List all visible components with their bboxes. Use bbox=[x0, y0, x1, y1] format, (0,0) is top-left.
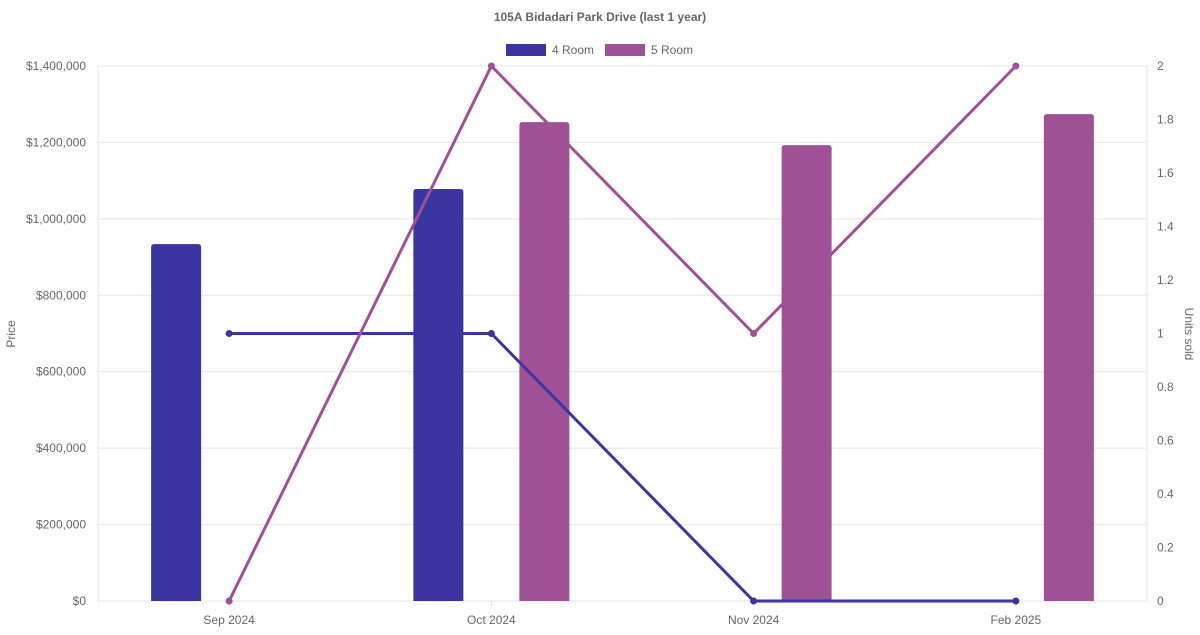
point-5-room bbox=[750, 330, 758, 337]
y-tick-label: $800,000 bbox=[36, 288, 86, 302]
chart-title: 105A Bidadari Park Drive (last 1 year) bbox=[494, 10, 706, 24]
x-tick-label: Feb 2025 bbox=[991, 613, 1042, 627]
y-axis-label: Price bbox=[4, 320, 18, 348]
line-4-room bbox=[229, 332, 1016, 603]
y2-tick-label: 0.2 bbox=[1157, 541, 1174, 555]
point-5-room bbox=[225, 597, 233, 605]
point-5-room bbox=[487, 62, 495, 70]
y2-tick-label: 0.6 bbox=[1157, 434, 1174, 448]
legend-swatch bbox=[506, 44, 546, 56]
y-tick-label: $1,400,000 bbox=[26, 59, 86, 73]
x-tick-label: Nov 2024 bbox=[728, 613, 780, 627]
y2-tick-label: 0.8 bbox=[1157, 380, 1174, 394]
point-4-room bbox=[487, 330, 495, 337]
x-tick-label: Sep 2024 bbox=[203, 613, 255, 627]
y-tick-label: $1,200,000 bbox=[26, 135, 86, 149]
y2-axis-label: Units sold bbox=[1182, 308, 1196, 361]
y2-tick-label: 1.8 bbox=[1157, 113, 1174, 127]
y-tick-label: $600,000 bbox=[36, 365, 86, 379]
legend-swatch bbox=[605, 44, 645, 56]
y2-tick-label: 0.4 bbox=[1157, 487, 1174, 501]
y2-tick-label: 1.4 bbox=[1157, 220, 1174, 234]
line-5-room bbox=[227, 63, 1017, 602]
bar-4-room bbox=[151, 244, 202, 602]
y2-tick-label: 1.6 bbox=[1157, 166, 1174, 180]
y-tick-label: $1,000,000 bbox=[26, 212, 86, 226]
legend-label: 5 Room bbox=[651, 43, 693, 57]
point-5-room bbox=[1012, 62, 1020, 70]
y2-tick-label: 1.2 bbox=[1157, 273, 1174, 287]
bar-5-room bbox=[1043, 114, 1094, 602]
y2-tick-label: 1 bbox=[1157, 327, 1164, 341]
x-tick-label: Oct 2024 bbox=[467, 613, 516, 627]
point-4-room bbox=[750, 597, 758, 605]
bar-5-room bbox=[781, 145, 832, 601]
y-tick-label: $200,000 bbox=[36, 518, 86, 532]
y2-tick-label: 2 bbox=[1157, 59, 1164, 73]
y2-tick-label: 0 bbox=[1157, 594, 1164, 608]
bar-5-room bbox=[519, 122, 570, 602]
point-4-room bbox=[1012, 597, 1020, 605]
point-4-room bbox=[225, 330, 233, 337]
y-tick-label: $400,000 bbox=[36, 441, 86, 455]
bar-4-room bbox=[413, 189, 464, 602]
legend-label: 4 Room bbox=[552, 43, 594, 57]
y-tick-label: $0 bbox=[73, 594, 87, 608]
